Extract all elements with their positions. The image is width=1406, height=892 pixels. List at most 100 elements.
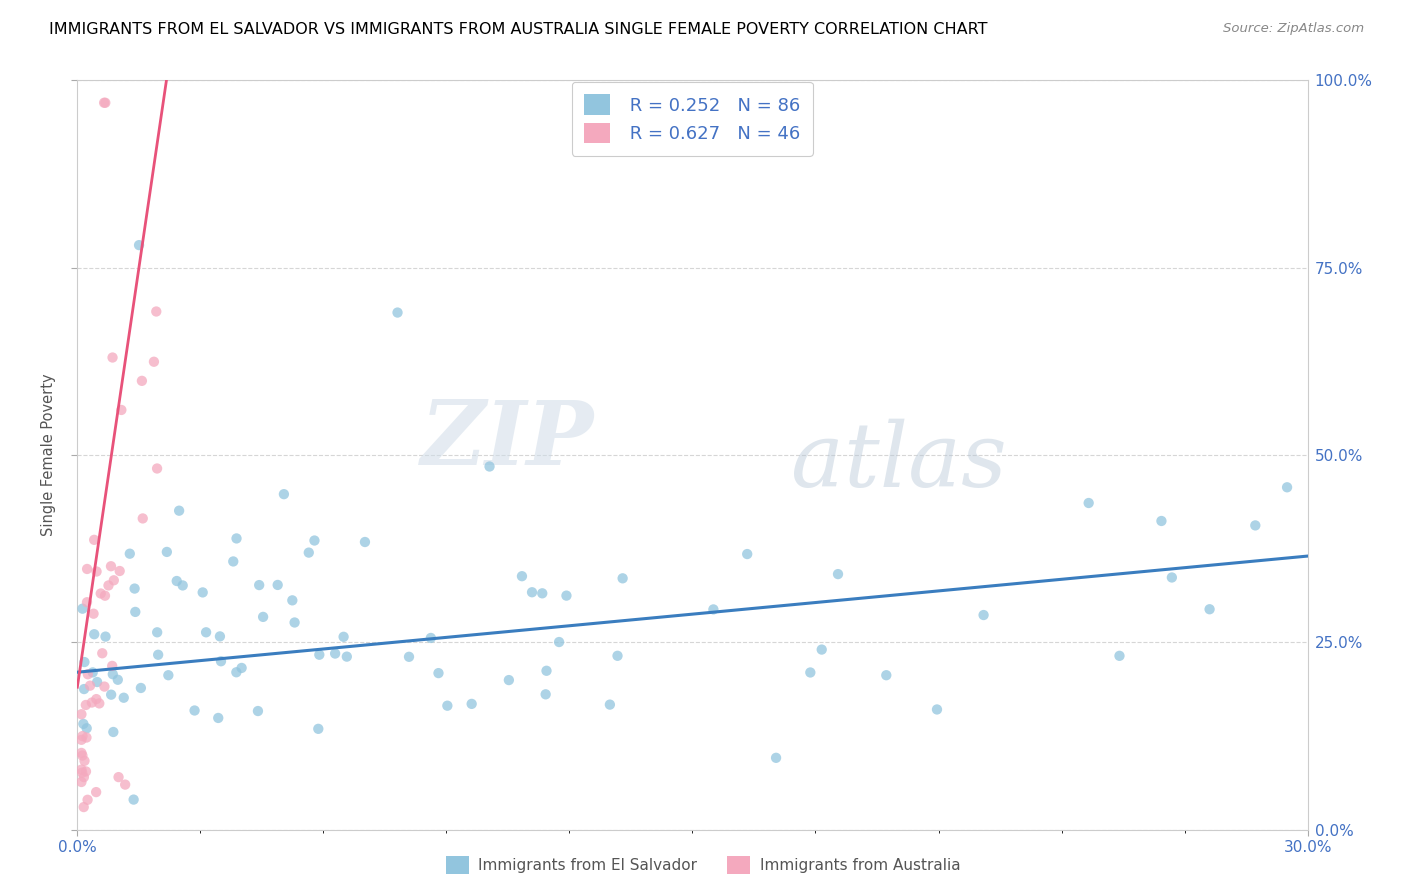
- Point: [107, 673, 129, 687]
- Point: [332, 630, 354, 644]
- Point: [266, 578, 288, 592]
- Point: [195, 625, 218, 640]
- Point: [76, 793, 98, 807]
- Text: ZIP: ZIP: [420, 397, 595, 483]
- Point: [273, 487, 295, 501]
- Point: [86, 692, 108, 706]
- Point: [108, 564, 131, 578]
- Point: [534, 687, 557, 701]
- Point: [799, 665, 821, 680]
- Point: [1275, 480, 1298, 494]
- Point: [1077, 496, 1099, 510]
- Point: [76, 595, 98, 609]
- Point: [132, 511, 155, 525]
- Point: [419, 631, 441, 645]
- Point: [80, 696, 103, 710]
- Point: [231, 661, 253, 675]
- Point: [304, 533, 326, 548]
- Point: [76, 721, 98, 735]
- Point: [91, 646, 114, 660]
- Point: [247, 578, 270, 592]
- Point: [89, 697, 111, 711]
- Point: [70, 763, 93, 777]
- Point: [70, 746, 93, 760]
- Point: [76, 667, 98, 681]
- Point: [191, 585, 214, 599]
- Point: [146, 461, 169, 475]
- Point: [70, 707, 93, 722]
- Point: [157, 668, 180, 682]
- Point: [702, 602, 724, 616]
- Point: [323, 647, 346, 661]
- Point: [83, 627, 105, 641]
- Point: [555, 589, 578, 603]
- Point: [548, 635, 571, 649]
- Point: [103, 725, 125, 739]
- Point: [810, 642, 832, 657]
- Point: [100, 559, 122, 574]
- Point: [103, 574, 125, 588]
- Point: [75, 698, 97, 712]
- Point: [107, 770, 129, 784]
- Point: [100, 688, 122, 702]
- Point: [225, 532, 247, 546]
- Point: [142, 355, 165, 369]
- Text: IMMIGRANTS FROM EL SALVADOR VS IMMIGRANTS FROM AUSTRALIA SINGLE FEMALE POVERTY C: IMMIGRANTS FROM EL SALVADOR VS IMMIGRANT…: [49, 22, 987, 37]
- Point: [354, 535, 377, 549]
- Point: [765, 751, 787, 765]
- Point: [83, 533, 105, 547]
- Point: [70, 732, 93, 747]
- Point: [94, 630, 117, 644]
- Point: [1160, 570, 1182, 584]
- Point: [427, 666, 450, 681]
- Point: [478, 459, 501, 474]
- Point: [398, 649, 420, 664]
- Point: [246, 704, 269, 718]
- Point: [531, 586, 554, 600]
- Point: [131, 374, 153, 388]
- Point: [110, 403, 132, 417]
- Point: [1108, 648, 1130, 663]
- Point: [76, 562, 98, 576]
- Point: [460, 697, 482, 711]
- Point: [73, 681, 96, 696]
- Point: [114, 778, 136, 792]
- Point: [118, 547, 141, 561]
- Point: [209, 654, 232, 668]
- Point: [83, 607, 105, 621]
- Point: [172, 578, 194, 592]
- Point: [307, 722, 329, 736]
- Point: [606, 648, 628, 663]
- Point: [281, 593, 304, 607]
- Point: [93, 95, 115, 110]
- Legend: Immigrants from El Salvador, Immigrants from Australia: Immigrants from El Salvador, Immigrants …: [440, 850, 966, 880]
- Point: [72, 748, 94, 763]
- Legend:  R = 0.252   N = 86,  R = 0.627   N = 46: R = 0.252 N = 86, R = 0.627 N = 46: [572, 82, 813, 156]
- Point: [94, 589, 117, 603]
- Text: atlas: atlas: [792, 419, 1007, 506]
- Point: [1150, 514, 1173, 528]
- Point: [252, 610, 274, 624]
- Point: [436, 698, 458, 713]
- Text: Source: ZipAtlas.com: Source: ZipAtlas.com: [1223, 22, 1364, 36]
- Point: [1198, 602, 1220, 616]
- Point: [498, 673, 520, 687]
- Point: [75, 731, 97, 745]
- Point: [73, 754, 96, 768]
- Point: [284, 615, 307, 630]
- Point: [73, 655, 96, 669]
- Point: [520, 585, 543, 599]
- Point: [1244, 518, 1267, 533]
- Point: [101, 667, 124, 681]
- Point: [536, 664, 558, 678]
- Point: [101, 351, 124, 365]
- Point: [75, 764, 97, 779]
- Point: [146, 648, 169, 662]
- Y-axis label: Single Female Poverty: Single Female Poverty: [41, 374, 56, 536]
- Point: [166, 574, 188, 588]
- Point: [122, 792, 145, 806]
- Point: [183, 704, 205, 718]
- Point: [72, 601, 94, 615]
- Point: [94, 95, 117, 110]
- Point: [112, 690, 135, 705]
